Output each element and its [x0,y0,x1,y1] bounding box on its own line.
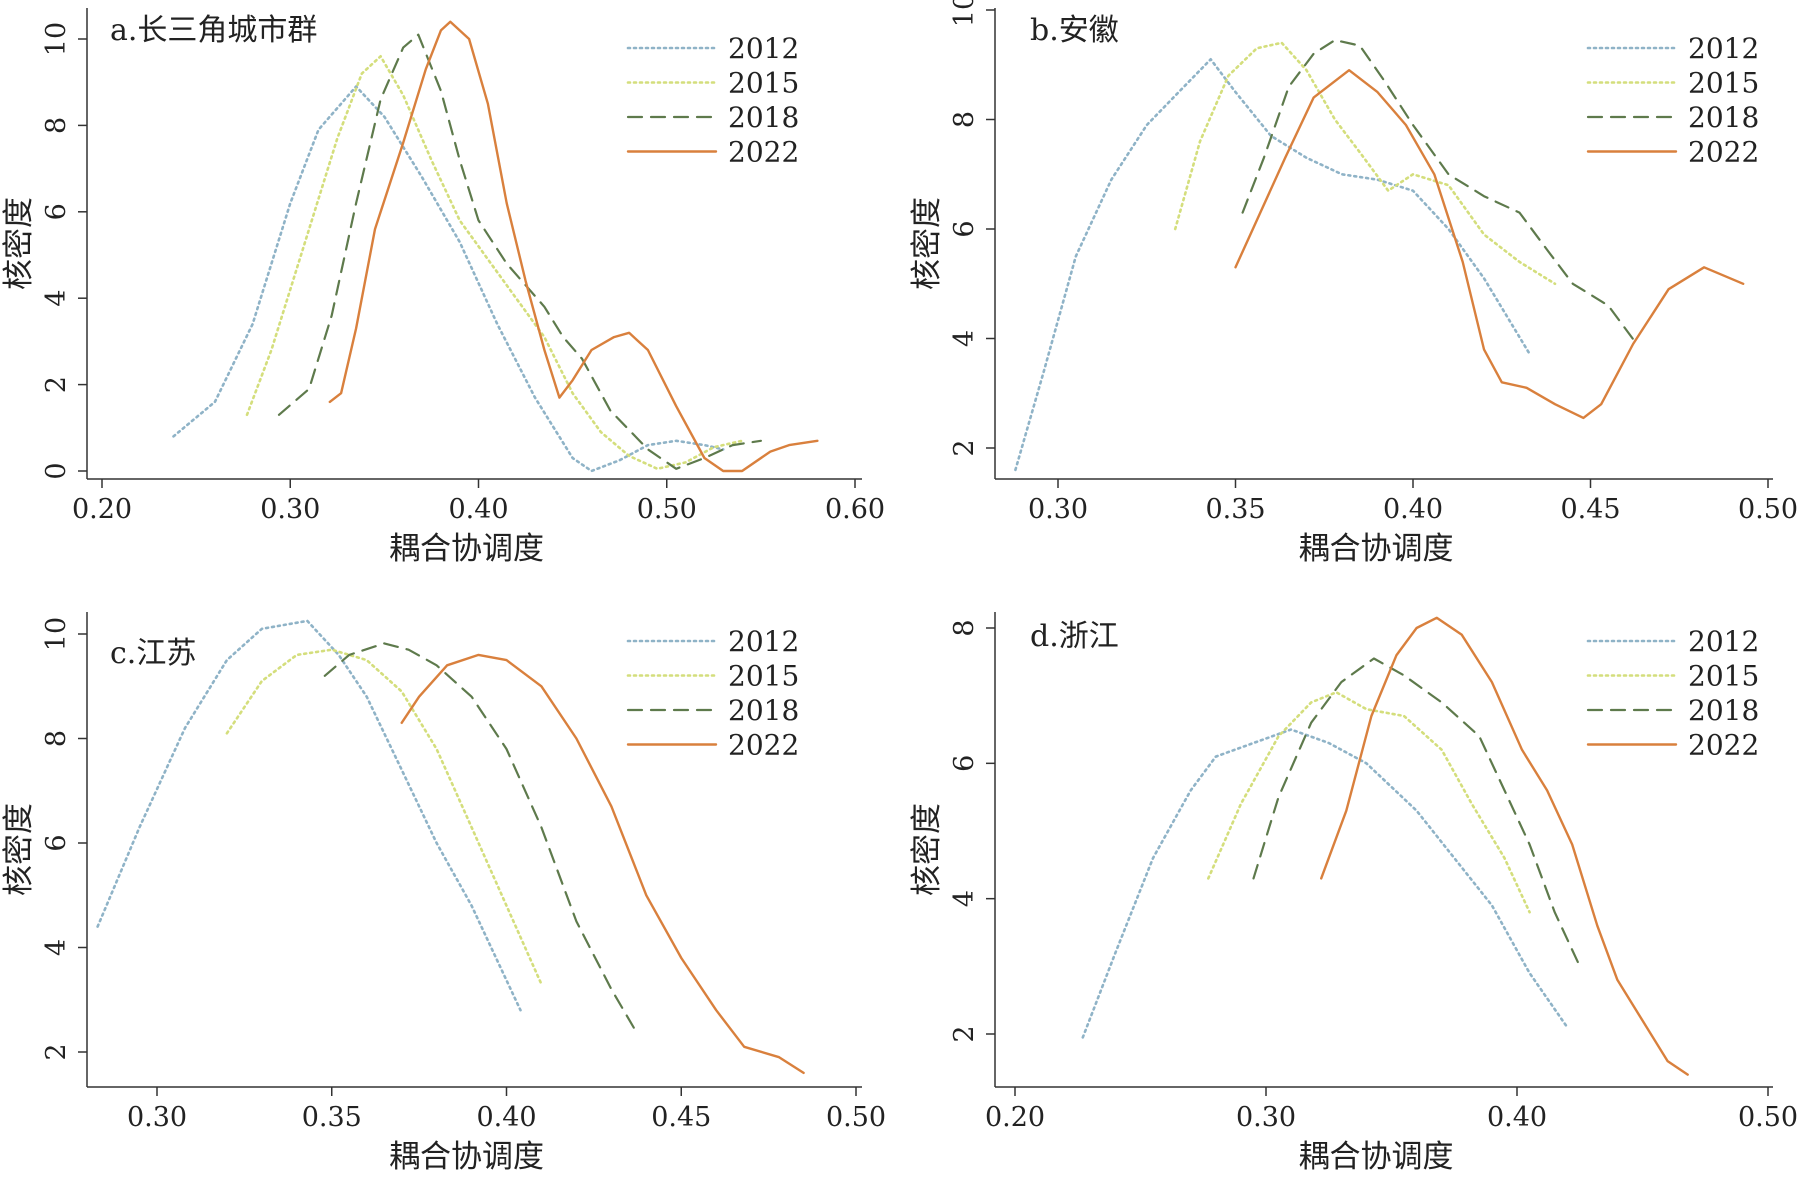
legend-label: 2012 [728,625,799,658]
series-line-2018 [1241,39,1638,346]
y-tick-label: 8 [949,111,980,128]
series-line-2022 [400,653,805,1075]
legend-label: 2015 [728,67,799,100]
series-line-2012 [96,619,522,1012]
legend-label: 2022 [728,729,799,762]
x-tick-label: 0.30 [260,494,320,525]
y-tick-label: 8 [41,730,72,747]
x-tick-label: 0.50 [1738,1102,1798,1133]
legend-label: 2022 [1688,729,1759,762]
series-line-2018 [323,642,637,1033]
series-line-2022 [328,20,819,473]
x-tick-label: 0.50 [637,494,697,525]
x-tick-label: 0.35 [1205,494,1265,525]
series-line-2015 [1173,41,1557,286]
x-axis-title: 耦合协调度 [389,531,544,567]
y-tick-label: 10 [41,617,72,651]
series-line-2015 [225,648,543,986]
y-axis-title: 核密度 [909,197,945,290]
series-line-2012 [172,85,725,473]
panel-title: d.浙江 [1030,619,1119,654]
y-tick-label: 10 [949,0,980,27]
x-tick-label: 0.40 [1383,494,1443,525]
panel-title: b.安徽 [1030,13,1119,48]
series-line-2022 [1234,69,1745,420]
x-tick-label: 0.50 [1738,494,1798,525]
x-tick-label: 0.40 [476,1102,536,1133]
y-tick-label: 6 [41,203,72,220]
x-tick-label: 0.45 [1560,494,1620,525]
legend-label: 2015 [1688,67,1759,100]
x-tick-label: 0.35 [302,1102,362,1133]
y-tick-label: 4 [41,939,72,956]
panel-title: c.江苏 [110,636,196,671]
y-tick-label: 2 [41,1043,72,1060]
panel-1: 0.20 0.30 0.40 0.50 0.60 0 2 4 6 8 10 耦合协调度 核密度 a.长三角… [1,8,885,567]
legend-label: 2015 [728,660,799,693]
y-axis-title: 核密度 [909,803,945,896]
x-tick-label: 0.30 [127,1102,187,1133]
series-line-2012 [1014,58,1532,472]
y-tick-label: 6 [949,755,980,772]
y-axis-title: 核密度 [1,803,37,896]
x-tick-label: 0.20 [985,1102,1045,1133]
panel-4: 0.20 0.30 0.40 0.50 2 4 6 8 耦合协调度 核密度 d.浙江 20122015… [909,612,1798,1175]
x-axis-title: 耦合协调度 [1299,531,1454,567]
legend-label: 2012 [1688,625,1759,658]
series-line-2015 [245,55,744,471]
x-tick-label: 0.45 [651,1102,711,1133]
series-line-2018 [277,33,762,470]
x-tick-label: 0.30 [1236,1102,1296,1133]
legend-label: 2018 [728,694,799,727]
panel-3: 0.30 0.35 0.40 0.45 0.50 2 4 6 8 10 耦合协调度 核密度 c.江苏 20… [1,612,886,1175]
x-tick-label: 0.40 [448,494,508,525]
legend-label: 2022 [728,136,799,169]
series-line-2012 [1081,728,1569,1039]
x-tick-label: 0.60 [825,494,885,525]
legend-label: 2018 [1688,694,1759,727]
y-tick-label: 6 [41,834,72,851]
y-axis-title: 核密度 [1,197,37,290]
legend-label: 2018 [728,101,799,134]
series-line-2018 [1252,657,1581,968]
y-tick-label: 4 [41,290,72,307]
x-tick-label: 0.50 [826,1102,886,1133]
panel-2: 0.30 0.35 0.40 0.45 0.50 2 4 6 8 10 耦合协调度 核密度 b.安徽 20… [909,0,1798,567]
x-tick-label: 0.30 [1028,494,1088,525]
series-line-2015 [1207,691,1531,914]
x-tick-label: 0.40 [1487,1102,1547,1133]
x-tick-label: 0.20 [72,494,132,525]
y-tick-label: 0 [41,462,72,479]
y-tick-label: 2 [949,1025,980,1042]
legend-label: 2012 [728,32,799,65]
y-tick-label: 8 [41,117,72,134]
x-axis-title: 耦合协调度 [389,1139,544,1175]
panel-title: a.长三角城市群 [110,13,317,48]
y-tick-label: 2 [41,376,72,393]
y-tick-label: 10 [41,22,72,56]
legend-label: 2012 [1688,32,1759,65]
legend-label: 2018 [1688,101,1759,134]
x-axis-title: 耦合协调度 [1299,1139,1454,1175]
legend-label: 2022 [1688,136,1759,169]
y-tick-label: 2 [949,439,980,456]
legend-label: 2015 [1688,660,1759,693]
series-line-2022 [1320,616,1689,1076]
y-tick-label: 8 [949,619,980,636]
y-tick-label: 4 [949,890,980,907]
y-tick-label: 4 [949,330,980,347]
y-tick-label: 6 [949,220,980,237]
